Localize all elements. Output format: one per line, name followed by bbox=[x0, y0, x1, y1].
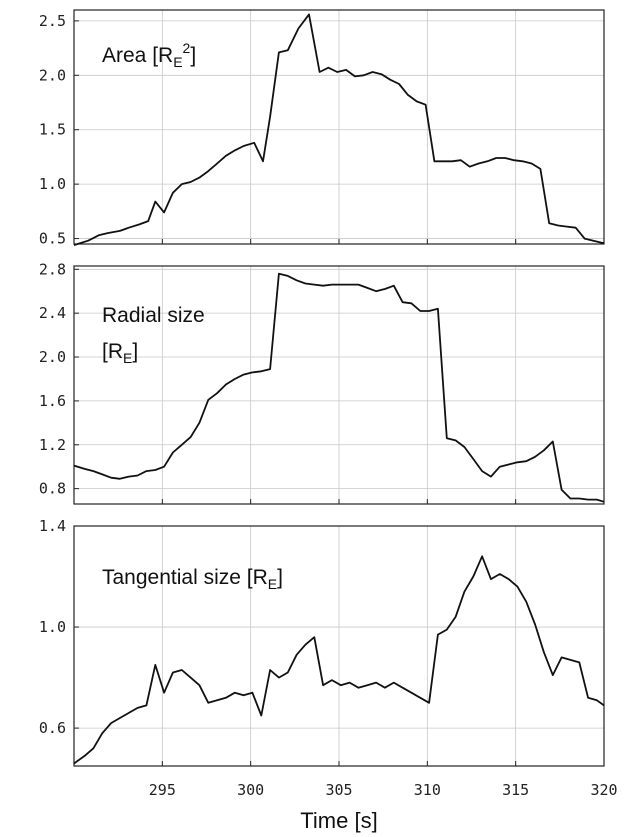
x-tick-label-1: 300 bbox=[237, 781, 264, 799]
area-label-text: Area [R bbox=[102, 44, 173, 67]
area-label-sub: E bbox=[173, 54, 182, 70]
radial-size-panel-label: Radial size bbox=[102, 304, 205, 327]
x-tick-label-3: 310 bbox=[414, 781, 441, 799]
tangential-size-ytick-label-1: 1.0 bbox=[39, 618, 66, 636]
area-series-line bbox=[73, 13, 604, 246]
tangential-size-panel: 0.6 1.0 1.4 Tangential size [RE] bbox=[39, 517, 605, 767]
radial-size-ytick-label-4: 2.4 bbox=[39, 304, 66, 322]
area-panel: 0.5 1.0 1.5 2.0 2.5 Area [RE2] bbox=[39, 9, 605, 248]
tangential-size-ytick-label-0: 0.6 bbox=[39, 719, 66, 737]
tangential-size-label-text: Tangential size [R bbox=[102, 566, 268, 589]
tangential-size-label-sub: E bbox=[268, 576, 277, 592]
tangential-size-label-close: ] bbox=[277, 566, 283, 589]
area-ytick-label-1: 1.0 bbox=[39, 175, 66, 193]
area-ytick-label-0: 0.5 bbox=[39, 230, 66, 248]
radial-size-panel: 0.8 1.2 1.6 2.0 2.4 2.8 Radial size [RE] bbox=[39, 260, 605, 505]
radial-size-label-sub: E bbox=[123, 350, 132, 366]
x-tick-label-5: 320 bbox=[590, 781, 617, 799]
radial-size-label-close: ] bbox=[132, 340, 138, 363]
radial-size-label-line2: [R bbox=[102, 340, 123, 363]
area-panel-label: Area [RE2] bbox=[102, 40, 196, 70]
tangential-size-panel-label: Tangential size [RE] bbox=[102, 566, 283, 592]
x-tick-label-0: 295 bbox=[149, 781, 176, 799]
radial-size-ytick-label-3: 2.0 bbox=[39, 348, 66, 366]
shared-x-axis: 295 300 305 310 315 320 Time [s] bbox=[149, 781, 618, 833]
area-ytick-label-3: 2.0 bbox=[39, 66, 66, 84]
area-ytick-label-4: 2.5 bbox=[39, 12, 66, 30]
area-label-close: ] bbox=[190, 44, 196, 67]
radial-size-ytick-label-5: 2.8 bbox=[39, 260, 66, 278]
radial-size-panel-label-line2: [RE] bbox=[102, 340, 138, 366]
x-axis-title: Time [s] bbox=[300, 808, 377, 833]
x-tick-label-4: 315 bbox=[502, 781, 529, 799]
radial-size-ytick-label-2: 1.6 bbox=[39, 392, 66, 410]
x-tick-label-2: 305 bbox=[325, 781, 352, 799]
tangential-size-ytick-label-2: 1.4 bbox=[39, 517, 66, 535]
tangential-size-series-line bbox=[73, 555, 605, 765]
area-ytick-label-2: 1.5 bbox=[39, 121, 66, 139]
radial-size-series-line bbox=[73, 272, 605, 503]
radial-size-ytick-label-0: 0.8 bbox=[39, 480, 66, 498]
area-label-sup: 2 bbox=[183, 40, 191, 56]
radial-size-ytick-label-1: 1.2 bbox=[39, 436, 66, 454]
radial-size-label-text: Radial size bbox=[102, 304, 205, 327]
